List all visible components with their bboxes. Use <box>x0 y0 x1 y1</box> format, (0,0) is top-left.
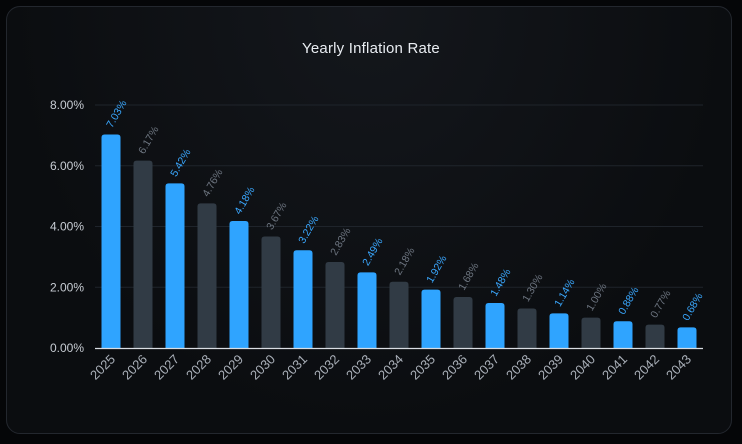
data-label-2038: 1.30% <box>520 272 545 304</box>
y-tick-label: 6.00% <box>50 159 84 173</box>
bar-2031 <box>293 250 313 348</box>
y-tick-label: 8.00% <box>50 98 84 112</box>
x-tick-label: 2026 <box>119 352 150 383</box>
bar-2030 <box>261 236 281 348</box>
bar-2025 <box>101 134 121 348</box>
bar-2042 <box>645 324 665 348</box>
bar-2041 <box>613 321 633 348</box>
x-tick-label: 2031 <box>279 352 310 383</box>
x-tick-label: 2028 <box>183 352 214 383</box>
data-label-2033: 2.49% <box>360 236 385 268</box>
data-label-2039: 1.14% <box>552 277 577 309</box>
x-tick-label: 2037 <box>471 352 502 383</box>
data-label-2041: 0.88% <box>616 285 641 317</box>
data-label-2040: 1.00% <box>584 281 609 313</box>
data-label-2032: 2.83% <box>328 226 353 258</box>
bar-2039 <box>549 313 569 348</box>
y-tick-label: 4.00% <box>50 220 84 234</box>
bar-2028 <box>197 203 217 348</box>
x-tick-label: 2033 <box>343 352 374 383</box>
data-label-2042: 0.77% <box>648 288 673 320</box>
bar-2026 <box>133 160 153 348</box>
y-axis-ticks: 0.00% 2.00% 4.00% 6.00% 8.00% <box>50 98 84 355</box>
x-tick-label: 2038 <box>503 352 534 383</box>
y-tick-label: 2.00% <box>50 280 84 294</box>
data-label-2037: 1.48% <box>488 267 513 299</box>
x-tick-label: 2041 <box>599 352 630 383</box>
bar-2029 <box>229 221 249 348</box>
data-label-2025: 7.03% <box>104 98 129 130</box>
data-label-2034: 2.18% <box>392 245 417 277</box>
data-label-2028: 4.76% <box>200 167 225 199</box>
y-tick-label: 0.00% <box>50 341 84 355</box>
bar-2043 <box>677 327 697 348</box>
chart-card <box>6 6 732 434</box>
x-tick-label: 2043 <box>663 352 694 383</box>
x-tick-label: 2039 <box>535 352 566 383</box>
bar-2040 <box>581 317 601 348</box>
x-tick-label: 2035 <box>407 352 438 383</box>
data-label-2043: 0.68% <box>680 291 705 323</box>
x-tick-label: 2036 <box>439 352 470 383</box>
x-tick-label: 2034 <box>375 352 406 383</box>
data-label-2035: 1.92% <box>424 253 449 285</box>
data-label-2027: 5.42% <box>168 147 193 179</box>
bar-2038 <box>517 308 537 348</box>
bar-2036 <box>453 296 473 348</box>
chart-title: Yearly Inflation Rate <box>302 40 440 57</box>
x-tick-label: 2032 <box>311 352 342 383</box>
bar-2034 <box>389 281 409 348</box>
bar-2027 <box>165 183 185 348</box>
x-tick-label: 2025 <box>87 352 118 383</box>
x-tick-label: 2030 <box>247 352 278 383</box>
x-axis-ticks: 2025 2026 2027 2028 2029 2030 2031 2032 2033 2034… <box>87 352 694 383</box>
x-tick-label: 2042 <box>631 352 662 383</box>
x-tick-label: 2029 <box>215 352 246 383</box>
data-label-2029: 4.18% <box>232 185 257 217</box>
data-label-2030: 3.67% <box>264 200 289 232</box>
bar-2037 <box>485 303 505 348</box>
data-label-2026: 6.17% <box>136 124 161 156</box>
x-tick-label: 2040 <box>567 352 598 383</box>
bar-2035 <box>421 289 441 348</box>
bar-2033 <box>357 272 377 348</box>
data-label-2031: 3.22% <box>296 214 321 246</box>
bars <box>101 134 697 348</box>
bar-2032 <box>325 262 345 348</box>
x-tick-label: 2027 <box>151 352 182 383</box>
